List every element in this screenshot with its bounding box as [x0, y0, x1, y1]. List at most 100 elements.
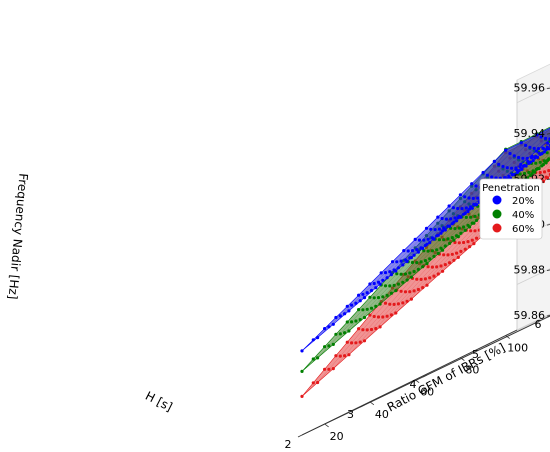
- data-point: [350, 341, 354, 345]
- data-point: [459, 231, 463, 235]
- data-point: [492, 159, 496, 163]
- data-point: [425, 283, 429, 287]
- data-point: [541, 146, 546, 150]
- data-point: [443, 263, 447, 267]
- data-point: [526, 159, 530, 163]
- data-point: [539, 135, 543, 139]
- data-point: [436, 272, 440, 276]
- data-point: [327, 325, 331, 329]
- data-point: [536, 147, 541, 151]
- data-point: [470, 182, 474, 186]
- data-point: [385, 276, 389, 280]
- data-point: [501, 164, 505, 169]
- data-point: [365, 307, 369, 311]
- data-point: [547, 169, 550, 173]
- data-point: [446, 253, 450, 257]
- data-point: [422, 238, 426, 242]
- data-point: [338, 354, 342, 358]
- data-point: [512, 154, 516, 158]
- ratio-tick-label: 100: [507, 342, 528, 355]
- data-point: [450, 252, 454, 256]
- data-point: [441, 269, 445, 273]
- data-point: [535, 133, 539, 137]
- data-point: [425, 262, 429, 266]
- data-point: [433, 228, 437, 232]
- data-point: [463, 195, 467, 199]
- data-point: [358, 299, 362, 303]
- data-point: [394, 269, 398, 273]
- ratio-tick: [460, 357, 465, 361]
- data-point: [372, 296, 376, 300]
- data-point: [426, 249, 430, 253]
- data-point: [416, 287, 420, 292]
- data-point: [538, 170, 542, 175]
- data-point: [457, 241, 461, 245]
- data-point: [345, 340, 349, 344]
- data-point: [416, 267, 420, 271]
- data-point: [374, 326, 378, 331]
- data-point: [368, 313, 372, 317]
- data-point: [354, 301, 358, 305]
- data-point: [350, 303, 354, 307]
- data-point: [425, 242, 429, 246]
- data-point: [472, 202, 476, 206]
- data-point: [412, 289, 416, 293]
- data-point: [435, 248, 439, 252]
- y-axis-label: Ratio GFM of IBRs [%]: [385, 340, 508, 414]
- z-tick-label: 59.94: [514, 127, 546, 140]
- data-point: [430, 249, 434, 253]
- data-point: [383, 271, 388, 275]
- data-point: [464, 215, 468, 219]
- data-point: [410, 260, 415, 265]
- h-tick-label: 4: [410, 378, 417, 391]
- data-point: [389, 313, 393, 317]
- data-point: [392, 283, 396, 287]
- data-point: [345, 304, 349, 308]
- data-point: [530, 172, 534, 176]
- data-point: [517, 169, 521, 173]
- data-point: [452, 238, 456, 242]
- data-point: [436, 233, 440, 237]
- data-point: [472, 242, 476, 246]
- data-point: [374, 286, 378, 290]
- data-point: [369, 327, 374, 332]
- data-point: [413, 237, 417, 241]
- data-point: [357, 293, 361, 297]
- data-point: [358, 340, 362, 344]
- data-point: [416, 250, 420, 254]
- legend-marker: [492, 195, 502, 205]
- data-point: [521, 156, 525, 160]
- data-point: [540, 152, 544, 156]
- data-point: [466, 240, 470, 244]
- data-point: [430, 265, 434, 269]
- legend-title: Penetration: [482, 183, 540, 194]
- data-point: [432, 237, 436, 241]
- data-point: [423, 259, 427, 263]
- data-point: [396, 282, 400, 286]
- data-point: [432, 274, 436, 278]
- data-point: [513, 173, 517, 177]
- ratio-tick-label: 40: [375, 408, 389, 421]
- data-point: [475, 203, 479, 207]
- data-point: [546, 158, 550, 162]
- data-point: [311, 338, 315, 342]
- data-point: [525, 156, 529, 160]
- ratio-axis-line: [301, 329, 518, 436]
- data-point: [473, 229, 477, 233]
- data-point: [544, 161, 548, 165]
- data-point: [409, 297, 413, 301]
- data-point: [517, 155, 521, 160]
- data-point: [343, 331, 347, 335]
- data-point: [327, 344, 331, 348]
- data-point: [394, 289, 398, 293]
- data-point: [546, 176, 550, 180]
- data-point: [448, 224, 452, 228]
- data-point: [323, 345, 327, 349]
- data-point: [409, 256, 413, 260]
- data-point: [381, 295, 385, 299]
- data-point: [541, 179, 546, 184]
- data-point: [316, 380, 320, 385]
- data-point: [410, 249, 415, 253]
- data-point: [331, 322, 335, 326]
- data-point: [534, 161, 538, 165]
